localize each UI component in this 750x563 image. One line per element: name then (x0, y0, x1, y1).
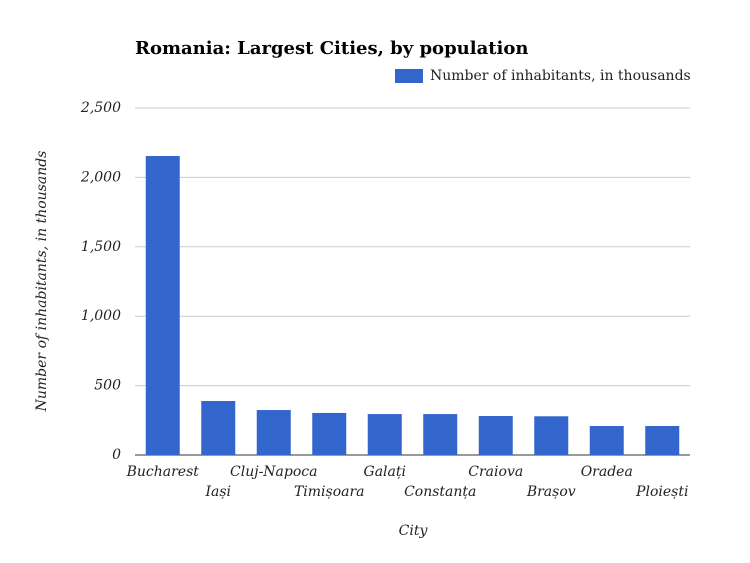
y-tick-label: 2,000 (80, 169, 121, 185)
chart-title: Romania: Largest Cities, by population (135, 38, 529, 59)
y-tick-label: 1,000 (81, 308, 121, 324)
x-axis-label: City (399, 523, 429, 539)
bar (201, 401, 236, 455)
legend-swatch (395, 69, 423, 83)
x-tick-label: Constanța (404, 484, 476, 500)
y-tick-label: 2,500 (80, 100, 121, 116)
bar (534, 416, 569, 455)
y-axis-label: Number of inhabitants, in thousands (34, 151, 50, 413)
x-tick-label: Galați (364, 464, 406, 480)
bar (256, 410, 291, 455)
x-tick-label: Brașov (526, 484, 576, 500)
x-tick-label: Ploiești (635, 484, 688, 500)
y-tick-label: 1,500 (81, 239, 121, 255)
x-tick-label: Timișoara (294, 484, 365, 500)
bar (312, 412, 347, 455)
bar (645, 425, 680, 455)
x-tick-label: Cluj-Napoca (230, 464, 317, 480)
x-tick-label: Bucharest (126, 464, 200, 480)
bar (145, 156, 180, 456)
bar (589, 425, 624, 455)
bar (478, 415, 513, 455)
y-tick-label: 500 (94, 378, 121, 394)
y-tick-label: 0 (112, 447, 121, 463)
bar (423, 414, 458, 455)
x-tick-label: Oradea (581, 464, 633, 480)
legend-label: Number of inhabitants, in thousands (430, 68, 691, 84)
x-tick-label: Iași (204, 484, 231, 500)
x-tick-label: Craiova (468, 464, 523, 480)
bar (367, 414, 402, 455)
